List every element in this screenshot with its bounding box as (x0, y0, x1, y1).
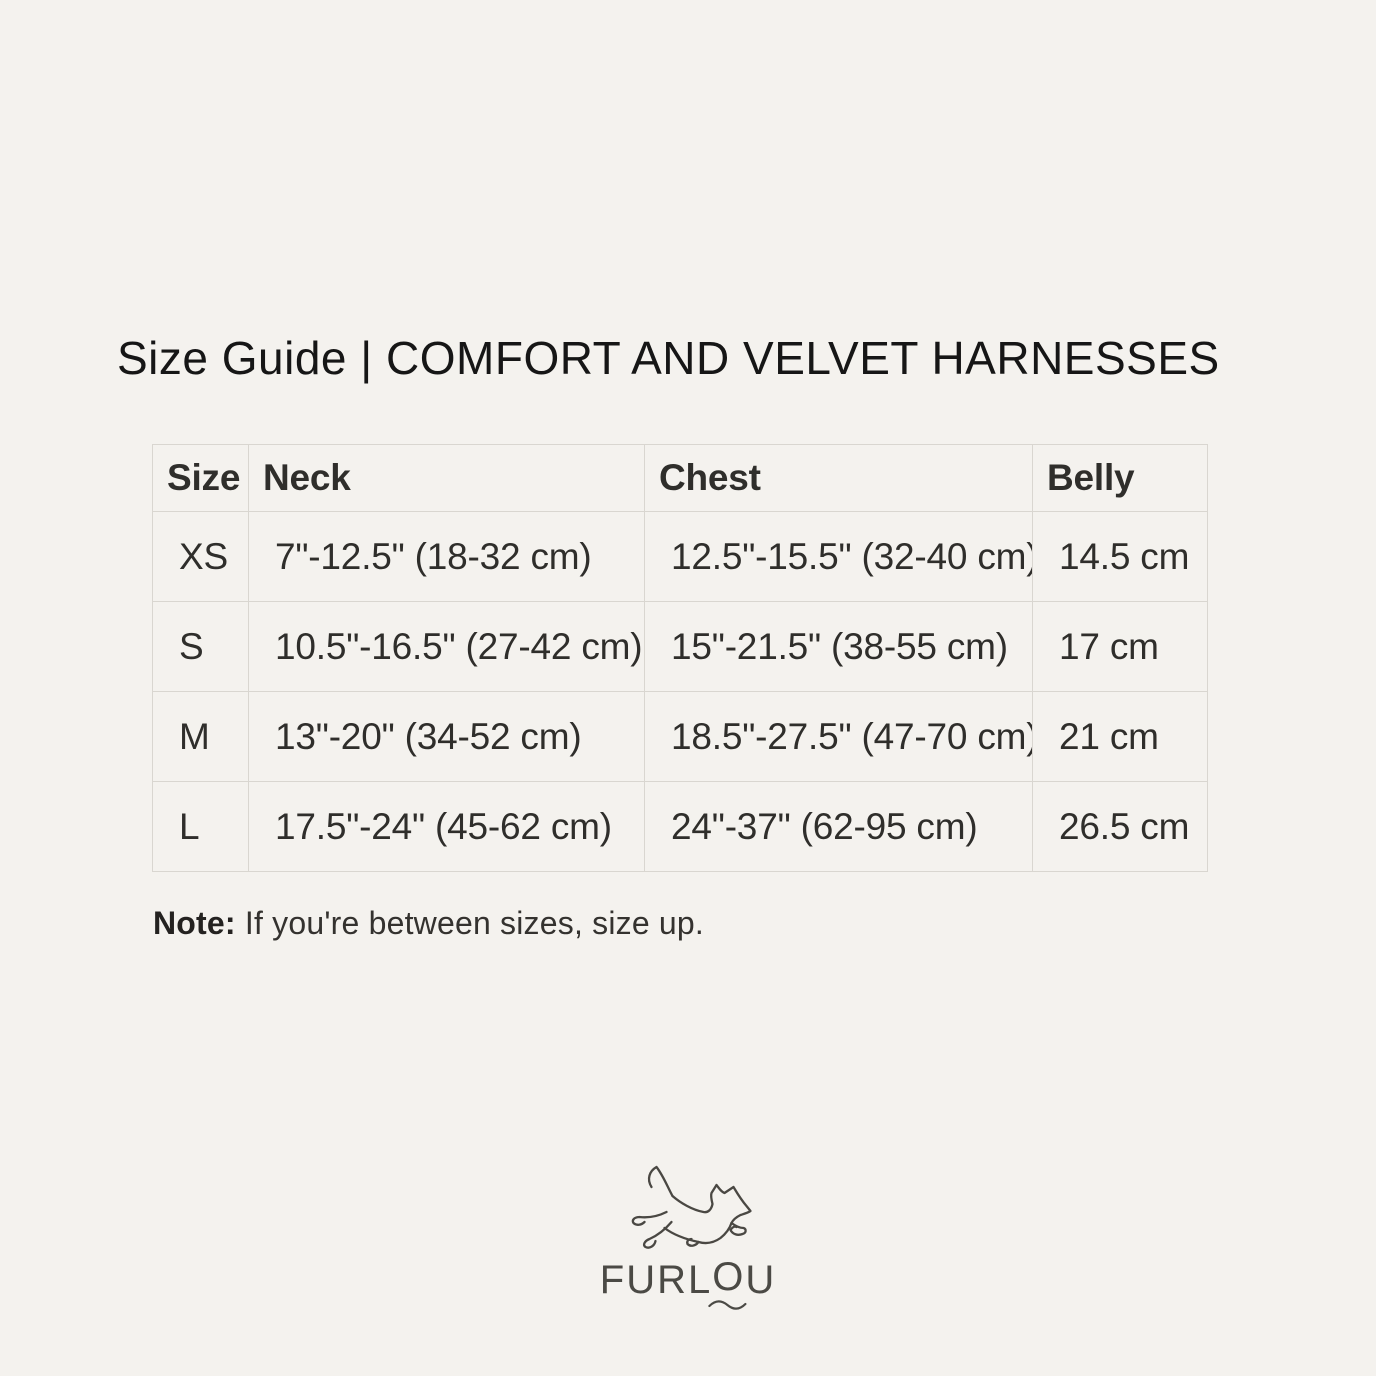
wordmark-segment: FURL (599, 1258, 713, 1302)
column-header-size: Size (152, 444, 249, 512)
belly-cell: 14.5 cm (1032, 511, 1208, 602)
chest-cell: 24"-37" (62-95 cm) (644, 781, 1033, 872)
wordmark-o: O (712, 1255, 746, 1299)
size-guide-table: Size Neck Chest Belly XS 7"-12.5" (18-32… (152, 444, 1208, 872)
column-header-neck: Neck (248, 444, 645, 512)
neck-cell: 13"-20" (34-52 cm) (248, 691, 645, 782)
size-cell: L (152, 781, 249, 872)
size-cell: XS (152, 511, 249, 602)
belly-cell: 26.5 cm (1032, 781, 1208, 872)
page-title: Size Guide | COMFORT AND VELVET HARNESSE… (117, 332, 1220, 384)
note-label: Note: (153, 905, 236, 941)
neck-cell: 10.5"-16.5" (27-42 cm) (248, 601, 645, 692)
note-text: If you're between sizes, size up. (235, 905, 705, 941)
logo-o-wave-icon (708, 1300, 747, 1310)
table-row: M 13"-20" (34-52 cm) 18.5"-27.5" (47-70 … (152, 691, 1208, 782)
size-cell: S (152, 601, 249, 692)
brand-wordmark: FURLO U (0, 1255, 1376, 1310)
table-row: S 10.5"-16.5" (27-42 cm) 15"-21.5" (38-5… (152, 601, 1208, 692)
sizing-note: Note: If you're between sizes, size up. (153, 905, 704, 942)
neck-cell: 17.5"-24" (45-62 cm) (248, 781, 645, 872)
belly-cell: 17 cm (1032, 601, 1208, 692)
leaping-dog-logo-icon (631, 1165, 752, 1249)
size-cell: M (152, 691, 249, 782)
column-header-chest: Chest (644, 444, 1033, 512)
chest-cell: 18.5"-27.5" (47-70 cm) (644, 691, 1033, 782)
chest-cell: 12.5"-15.5" (32-40 cm) (644, 511, 1033, 602)
wordmark-segment: U (745, 1258, 777, 1302)
neck-cell: 7"-12.5" (18-32 cm) (248, 511, 645, 602)
table-row: L 17.5"-24" (45-62 cm) 24"-37" (62-95 cm… (152, 781, 1208, 872)
belly-cell: 21 cm (1032, 691, 1208, 782)
table-row: XS 7"-12.5" (18-32 cm) 12.5"-15.5" (32-4… (152, 511, 1208, 602)
column-header-belly: Belly (1032, 444, 1208, 512)
wordmark-o-wrap: O (708, 1255, 747, 1310)
table-header-row: Size Neck Chest Belly (152, 444, 1208, 512)
chest-cell: 15"-21.5" (38-55 cm) (644, 601, 1033, 692)
